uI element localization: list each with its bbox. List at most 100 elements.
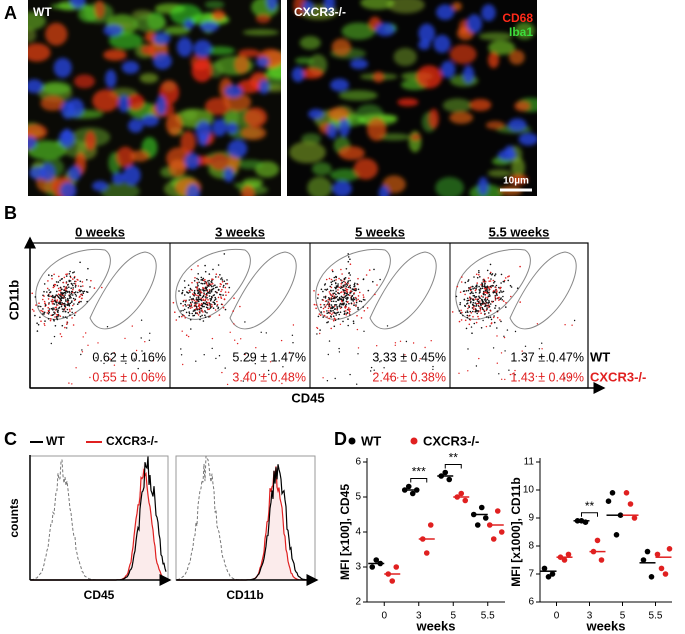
histograms: [30, 455, 312, 581]
red-event: [335, 279, 337, 281]
black-event: [199, 312, 201, 314]
black-event: [330, 307, 332, 310]
red-event: [333, 305, 336, 308]
black-event: [347, 324, 350, 327]
black-event: [503, 280, 505, 283]
black-event: [192, 298, 194, 301]
red-event: [485, 309, 488, 312]
black-event: [336, 307, 339, 310]
red-event: [131, 325, 133, 327]
black-event: [340, 306, 343, 309]
red-event: [53, 335, 56, 338]
red-event: [507, 276, 509, 278]
red-event: [404, 354, 406, 356]
red-event: [56, 304, 59, 306]
cell-green: [488, 40, 516, 55]
cell-red: [212, 10, 226, 21]
red-event: [103, 372, 105, 375]
red-event: [48, 309, 50, 312]
data-point: [423, 550, 430, 556]
nucleus: [326, 123, 338, 139]
black-event: [82, 292, 85, 295]
black-event: [56, 308, 58, 310]
black-event: [208, 316, 210, 318]
red-event: [205, 282, 208, 285]
black-event: [195, 297, 198, 299]
nucleus: [92, 180, 108, 192]
red-event: [72, 304, 74, 307]
black-event: [467, 311, 469, 314]
black-event: [197, 273, 199, 275]
red-event: [211, 305, 213, 308]
red-event: [467, 348, 469, 350]
black-event: [64, 304, 66, 306]
red-event: [484, 291, 487, 293]
red-event: [244, 353, 246, 356]
red-event: [456, 285, 459, 288]
red-event: [195, 303, 197, 306]
red-event: [258, 374, 261, 376]
nucleus: [67, 165, 82, 181]
black-event: [212, 287, 215, 290]
nucleus: [375, 22, 396, 37]
gate: [175, 248, 251, 320]
red-event: [432, 368, 434, 371]
red-event: [221, 303, 224, 306]
legend-marker: [348, 437, 356, 445]
red-event: [475, 273, 478, 276]
black-event: [58, 306, 61, 309]
black-event: [484, 294, 487, 296]
cell-red: [45, 22, 68, 46]
red-event: [68, 382, 70, 384]
y-axis-label: MFI [x1000], CD11b: [509, 477, 523, 586]
red-event: [52, 301, 54, 303]
black-event: [357, 308, 359, 311]
cell-green: [338, 90, 378, 101]
black-event: [472, 299, 475, 302]
red-event: [374, 293, 376, 296]
red-event: [334, 377, 336, 380]
black-event: [344, 284, 346, 286]
y-tick-label: 10: [523, 485, 535, 496]
red-event: [324, 300, 327, 303]
red-event: [469, 299, 471, 302]
red-event: [330, 327, 333, 330]
black-event: [63, 285, 65, 288]
red-event: [282, 366, 284, 368]
red-event: [327, 304, 330, 306]
red-event: [348, 285, 351, 288]
red-event: [413, 371, 415, 373]
red-event: [389, 375, 391, 378]
black-event: [331, 280, 334, 283]
black-event: [343, 292, 346, 295]
legend-label: CXCR3-/-: [590, 369, 646, 384]
data-point: [541, 565, 548, 572]
black-event: [486, 307, 488, 309]
black-event: [183, 280, 186, 282]
black-event: [86, 291, 89, 294]
red-event: [498, 299, 500, 301]
black-event: [493, 321, 496, 324]
red-event: [50, 314, 53, 317]
black-event: [501, 299, 504, 301]
red-event: [494, 296, 497, 299]
black-event: [494, 289, 497, 291]
black-event: [200, 282, 202, 285]
black-event: [197, 291, 200, 294]
nucleus: [291, 67, 305, 83]
cell-red: [168, 159, 187, 177]
black-event: [337, 299, 340, 301]
black-event: [482, 292, 485, 295]
black-event: [75, 295, 78, 297]
black-event: [496, 310, 499, 313]
red-event: [363, 330, 365, 332]
red-event: [187, 335, 190, 338]
red-event: [46, 312, 49, 314]
data-point: [623, 490, 630, 496]
data-point: [654, 551, 661, 558]
black-event: [73, 271, 75, 273]
black-event: [335, 300, 337, 303]
gate: [89, 251, 157, 330]
red-event: [541, 342, 543, 344]
